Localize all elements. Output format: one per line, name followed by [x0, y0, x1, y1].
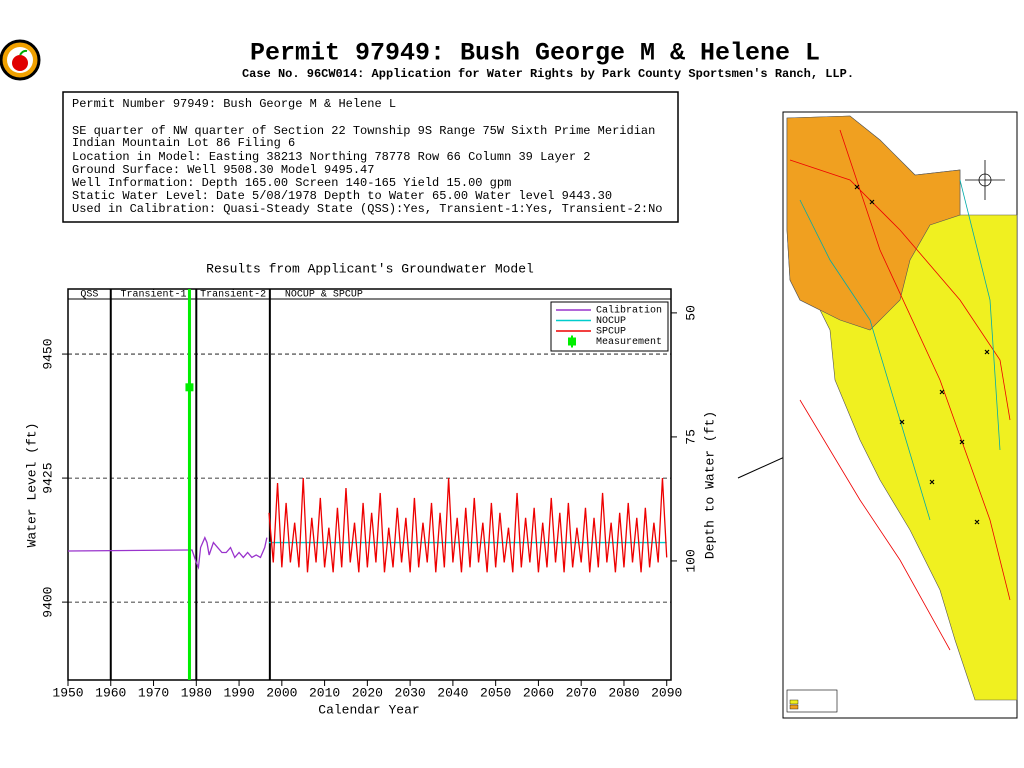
- y2-axis-label: Depth to Water (ft): [702, 411, 717, 559]
- x-tick-label: 1960: [95, 685, 126, 700]
- info-line: Indian Mountain Lot 86 Filing 6: [72, 136, 295, 150]
- x-tick-label: 2090: [651, 685, 682, 700]
- y2-tick-label: 50: [683, 305, 698, 321]
- info-line: Permit Number 97949: Bush George M & Hel…: [72, 97, 396, 111]
- logo: [0, 39, 41, 81]
- x-axis-label: Calendar Year: [318, 702, 419, 717]
- info-line: Well Information: Depth 165.00 Screen 14…: [72, 176, 511, 190]
- info-line: SE quarter of NW quarter of Section 22 T…: [72, 124, 655, 138]
- period-label: Transient-1: [121, 289, 187, 301]
- y-tick-label: 9400: [40, 587, 55, 618]
- x-tick-label: 2020: [352, 685, 383, 700]
- x-tick-label: 2040: [437, 685, 468, 700]
- y-tick-label: 9450: [40, 338, 55, 369]
- page-subtitle: Case No. 96CW014: Application for Water …: [242, 67, 854, 81]
- page-title: Permit 97949: Bush George M & Helene L: [250, 39, 820, 68]
- x-tick-label: 2000: [266, 685, 297, 700]
- legend-label: NOCUP: [596, 316, 626, 327]
- x-tick-label: 2080: [608, 685, 639, 700]
- plot: 9400 9425 9450 50 75 100 1950 1960 1970 1980 1990 2…: [40, 288, 698, 700]
- legend-label: Measurement: [596, 337, 662, 348]
- info-box: [62, 91, 679, 223]
- x-tick-label: 2010: [309, 685, 340, 700]
- x-tick-label: 2030: [395, 685, 426, 700]
- info-line: Static Water Level: Date 5/08/1978 Depth…: [72, 189, 612, 203]
- series-line: [268, 478, 668, 573]
- y-tick-label: 9425: [40, 462, 55, 493]
- measurement-point: [185, 383, 194, 392]
- x-tick-label: 2050: [480, 685, 511, 700]
- x-tick-label: 2070: [566, 685, 597, 700]
- x-tick-label: 1950: [52, 685, 83, 700]
- x-tick-label: 1980: [181, 685, 212, 700]
- period-label: NOCUP & SPCUP: [285, 290, 363, 301]
- x-tick-label: 1990: [223, 685, 254, 700]
- chart-title: Results from Applicant's Groundwater Mod…: [206, 261, 534, 276]
- period-label: QSS: [80, 290, 98, 301]
- legend-label: SPCUP: [596, 327, 626, 338]
- x-tick-label: 2060: [523, 685, 554, 700]
- legend-label: Calibration: [596, 305, 662, 317]
- y2-tick-label: 100: [683, 549, 698, 572]
- y-axis-label: Water Level (ft): [24, 423, 39, 548]
- info-line: Location in Model: Easting 38213 Northin…: [72, 150, 590, 164]
- y2-tick-label: 75: [683, 429, 698, 445]
- x-tick-label: 1970: [138, 685, 169, 700]
- info-lines: Permit Number 97949: Bush George M & Hel…: [72, 97, 663, 216]
- info-line: Used in Calibration: Quasi-Steady State …: [72, 202, 663, 216]
- map: [737, 111, 1018, 719]
- series-line: [67, 535, 268, 570]
- period-label: Transient-2: [200, 289, 266, 301]
- info-line: Ground Surface: Well 9508.30 Model 9495.…: [72, 163, 374, 177]
